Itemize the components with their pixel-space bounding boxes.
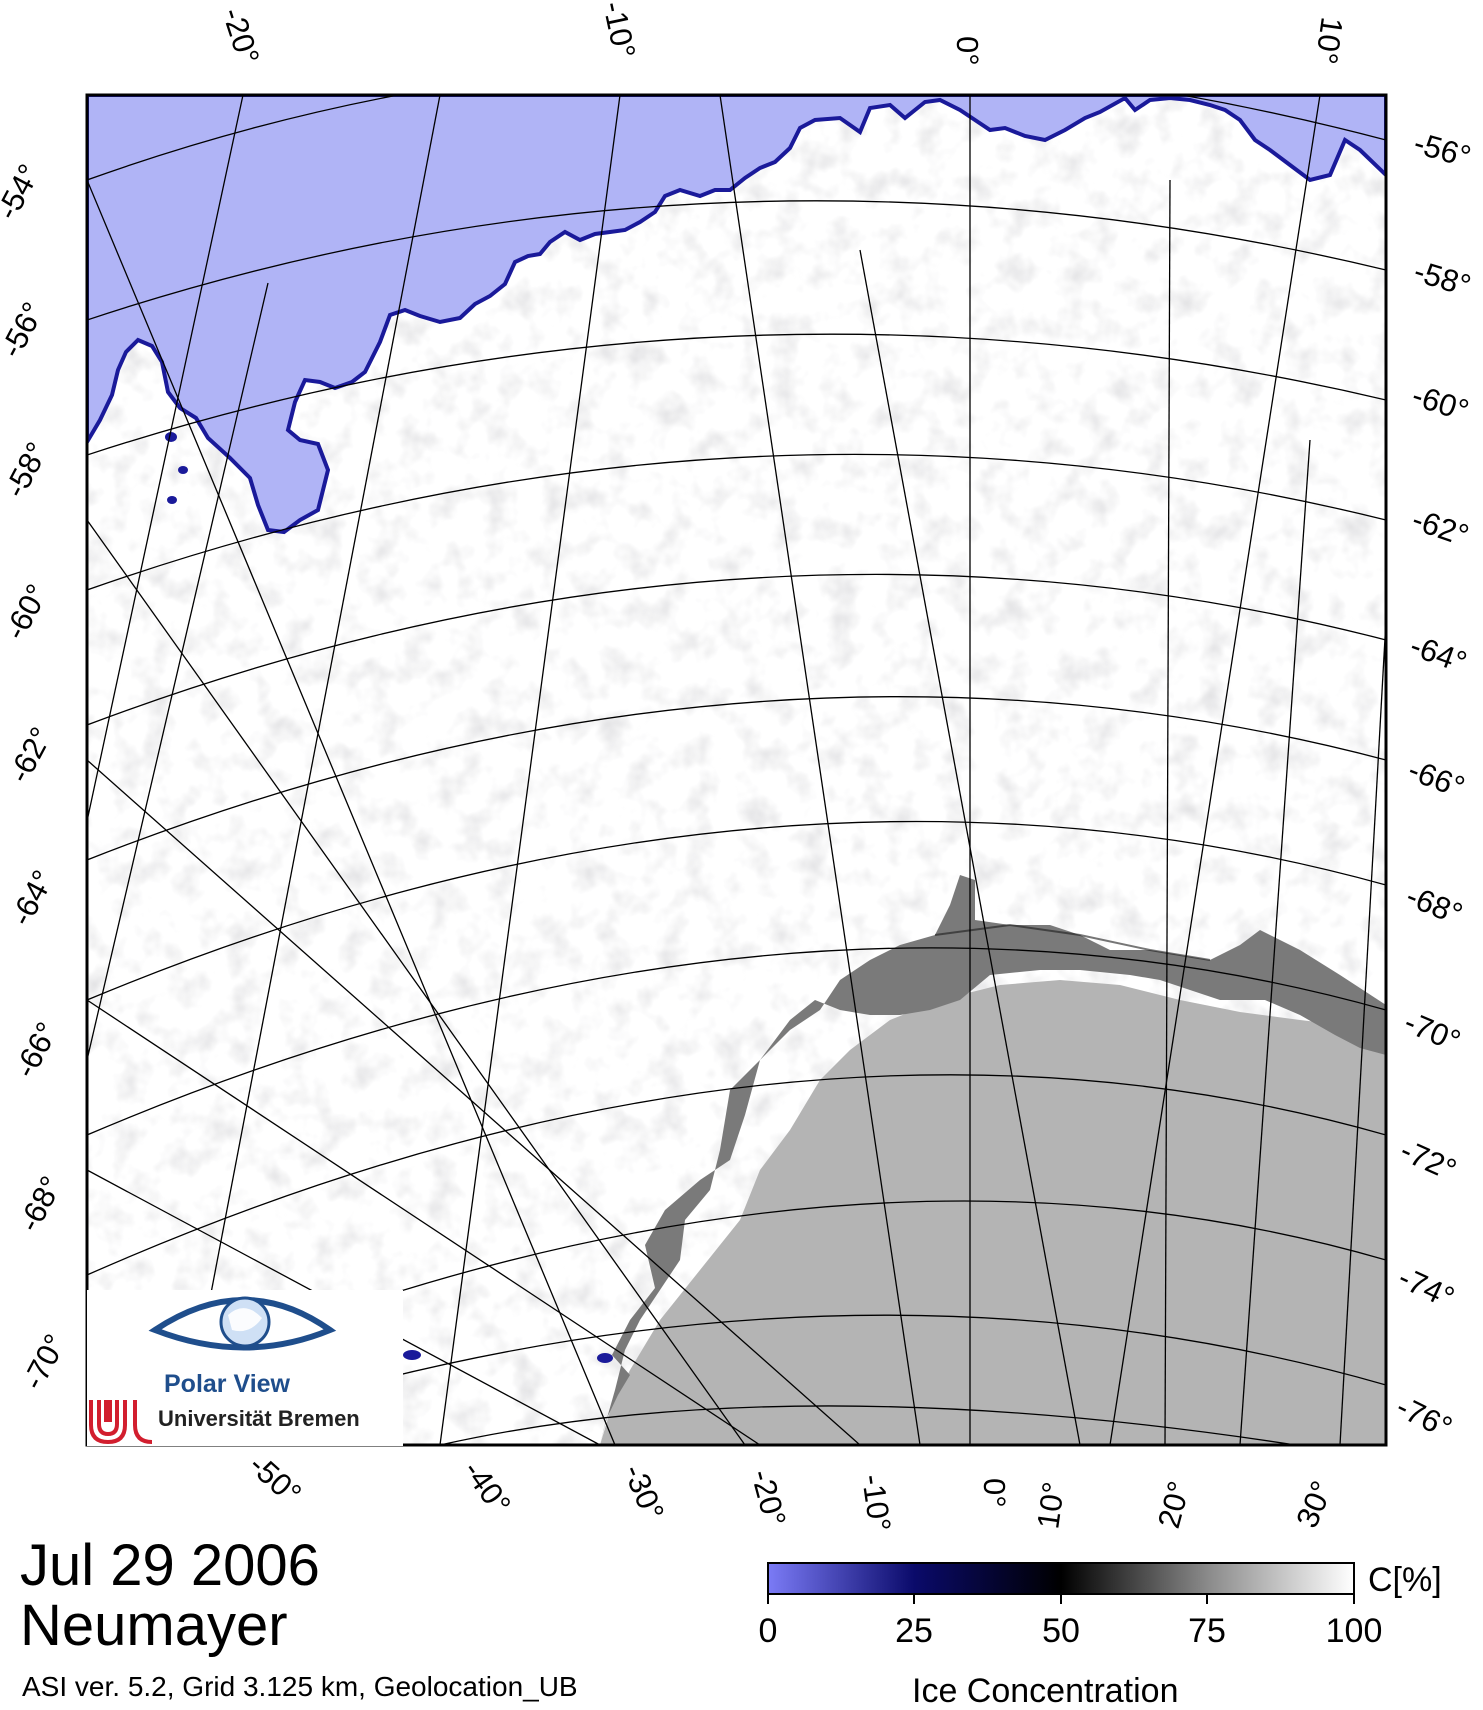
lon-label: -30° [617,1459,672,1525]
university-name: Universität Bremen [158,1406,360,1431]
left-lat-labels: -54° -56° -58° -60° -62° -64° -66° -68° … [0,158,73,1395]
lat-label: -70° [1399,1004,1465,1059]
lat-label: -56° [0,296,51,363]
colorbar [767,1562,1355,1595]
colorbar-tick-label: 0 [758,1612,778,1650]
lat-label: -60° [1408,377,1473,428]
lon-label: 10° [1309,15,1350,66]
lon-label: 30° [1289,1476,1340,1533]
lon-label: -10° [855,1472,898,1534]
lat-label: -64° [1406,628,1472,680]
colorbar-unit: C[%] [1368,1561,1442,1599]
colorbar-tick-label: 25 [895,1612,933,1650]
top-lon-labels: -20° -10° 0° 10° [215,0,1349,69]
colorbar-tick-label: 75 [1188,1612,1226,1650]
polar-view-name: Polar View [164,1370,290,1398]
lon-label: -20° [215,3,266,68]
antarctica-land [600,980,1386,1445]
lon-label: 0° [950,36,985,66]
lon-label: -10° [596,0,642,61]
lat-label: -60° [0,578,55,645]
polynya [178,466,188,474]
lat-label: -56° [1410,125,1475,174]
polynya [167,496,177,504]
lon-label: -40° [456,1454,517,1521]
open-ocean [87,95,1386,535]
lat-label: -76° [1391,1389,1458,1446]
lat-label: -62° [1408,502,1473,554]
lon-label: 0° [977,1478,1012,1508]
lat-label: -66° [1403,752,1469,805]
lat-label: -58° [0,436,55,503]
lon-label: -50° [242,1447,308,1511]
polynya [597,1353,613,1363]
lat-label: -70° [15,1328,73,1395]
lat-label: -68° [11,1170,69,1237]
right-lat-labels: -56° -58° -60° -62° -64° -66° -68° -70° … [1391,125,1475,1445]
lat-label: -64° [3,864,61,931]
lat-label: -62° [1,721,59,788]
lon-label: 10° [1030,1480,1071,1531]
station-name: Neumayer [20,1593,288,1658]
map-date: Jul 29 2006 [20,1533,320,1598]
colorbar-tick-label: 100 [1325,1612,1383,1650]
polynya [403,1350,421,1360]
map-frame [85,93,1388,1447]
product-footnote: ASI ver. 5.2, Grid 3.125 km, Geolocation… [22,1671,578,1702]
lat-label: -58° [1410,253,1475,303]
colorbar-title: Ice Concentration [912,1672,1179,1710]
bottom-lon-labels: -50° -40° -30° -20° -10° 0° 10° 20° 30° [242,1447,1339,1533]
polynya [165,432,177,442]
graticule-parallels [87,95,1386,1445]
lat-label: -72° [1395,1132,1461,1187]
lat-label: -74° [1393,1260,1460,1316]
lat-label: -66° [7,1016,65,1083]
colorbar-tick-label: 50 [1042,1612,1080,1650]
lon-label: 20° [1151,1477,1197,1531]
lat-label: -54° [0,158,47,225]
uni-bremen-logo-icon [89,1400,155,1445]
lat-label: -68° [1401,878,1467,932]
eye-icon [148,1297,337,1351]
colorbar-ticks [767,1594,1355,1604]
polar-view-logo [87,1290,403,1446]
lon-label: -20° [744,1466,793,1530]
ice-shelf [600,875,1386,1445]
